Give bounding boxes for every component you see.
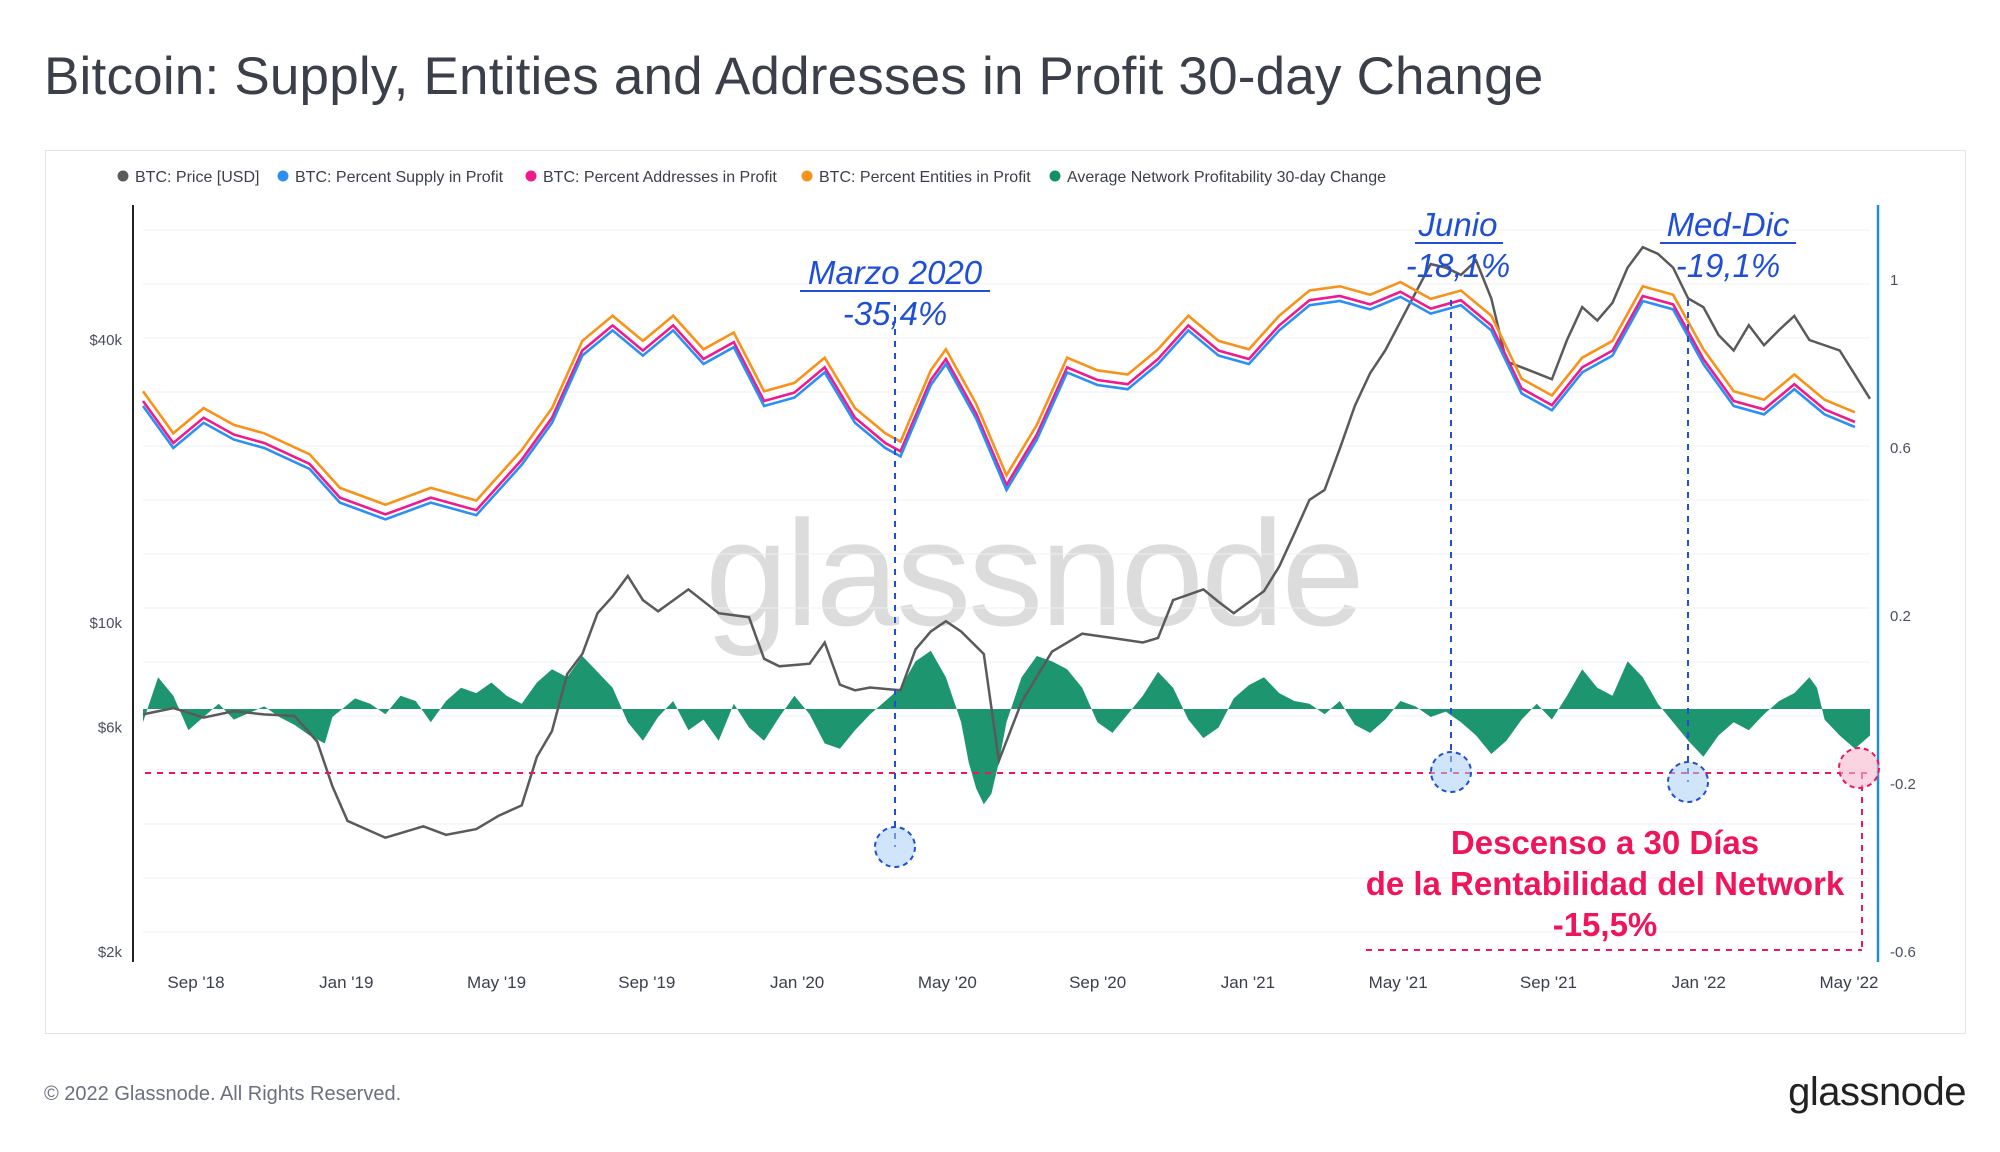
glassnode-logo[interactable]: glassnode	[1788, 1070, 1966, 1114]
annotation-descent-line1: Descenso a 30 Días	[1451, 824, 1759, 861]
legend-entry: BTC: Percent Entities in Profit	[819, 169, 1031, 186]
x-axis-tick: May '20	[918, 973, 977, 992]
legend-entry: BTC: Price [USD]	[135, 169, 259, 186]
right-axis-tick: 0.6	[1890, 440, 1911, 457]
right-axis-tick: -0.2	[1890, 776, 1916, 793]
left-axis-tick: $2k	[98, 944, 123, 961]
annotation-descent-value: -15,5%	[1553, 906, 1658, 943]
legend-marker	[277, 170, 289, 182]
annotation-junio-title: Junio	[1418, 206, 1498, 243]
annotation-circle	[874, 826, 916, 868]
annotation-marzo-value: -35,4%	[843, 295, 948, 332]
legend-entry: BTC: Percent Addresses in Profit	[543, 169, 777, 186]
legend-marker	[525, 170, 537, 182]
addresses-in-profit-line	[141, 290, 1856, 516]
legend: BTC: Price [USD] BTC: Percent Supply in P…	[117, 169, 1386, 186]
legend-marker	[1049, 170, 1061, 182]
x-axis-tick: Jan '19	[319, 973, 373, 992]
x-axis-tick: Sep '20	[1069, 973, 1126, 992]
annotation-circle-pink	[1838, 747, 1880, 789]
x-axis-tick: Sep '19	[618, 973, 675, 992]
page-title: Bitcoin: Supply, Entities and Addresses …	[44, 47, 1544, 106]
x-axis-tick: May '21	[1369, 973, 1428, 992]
supply-in-profit-line	[141, 295, 1856, 521]
legend-marker	[117, 170, 129, 182]
right-axis-tick: 0.2	[1890, 608, 1911, 625]
watermark: glassnode	[705, 489, 1362, 657]
annotation-descent-line2: de la Rentabilidad del Network	[1366, 865, 1845, 902]
annotation-circle	[1430, 751, 1472, 793]
x-axis-tick: Sep '21	[1520, 973, 1577, 992]
x-axis-tick: Jan '22	[1672, 973, 1726, 992]
legend-entry: Average Network Profitability 30-day Cha…	[1067, 169, 1386, 186]
right-axis-tick: 1	[1890, 272, 1898, 289]
left-axis-tick: $10k	[89, 615, 122, 632]
x-axis-tick: May '19	[467, 973, 526, 992]
left-axis-tick: $6k	[98, 720, 123, 737]
x-axis-tick: Jan '20	[770, 973, 824, 992]
copyright: © 2022 Glassnode. All Rights Reserved.	[44, 1083, 402, 1105]
annotation-meddic-value: -19,1%	[1676, 247, 1781, 284]
annotation-circle	[1667, 761, 1709, 803]
right-axis-tick: -0.6	[1890, 944, 1916, 961]
network-profitability-area	[143, 650, 1870, 805]
x-axis-tick: Sep '18	[167, 973, 224, 992]
legend-marker	[801, 170, 813, 182]
legend-entry: BTC: Percent Supply in Profit	[295, 169, 504, 186]
left-axis-tick: $40k	[89, 332, 122, 349]
annotation-meddic-title: Med-Dic	[1667, 206, 1790, 243]
x-axis-tick: May '22	[1820, 973, 1879, 992]
annotation-marzo-title: Marzo 2020	[808, 254, 983, 291]
annotation-junio-value: -18,1%	[1406, 247, 1511, 284]
x-axis-tick: Jan '21	[1221, 973, 1275, 992]
chart-frame	[45, 150, 1966, 1034]
entities-in-profit-line	[141, 280, 1856, 507]
